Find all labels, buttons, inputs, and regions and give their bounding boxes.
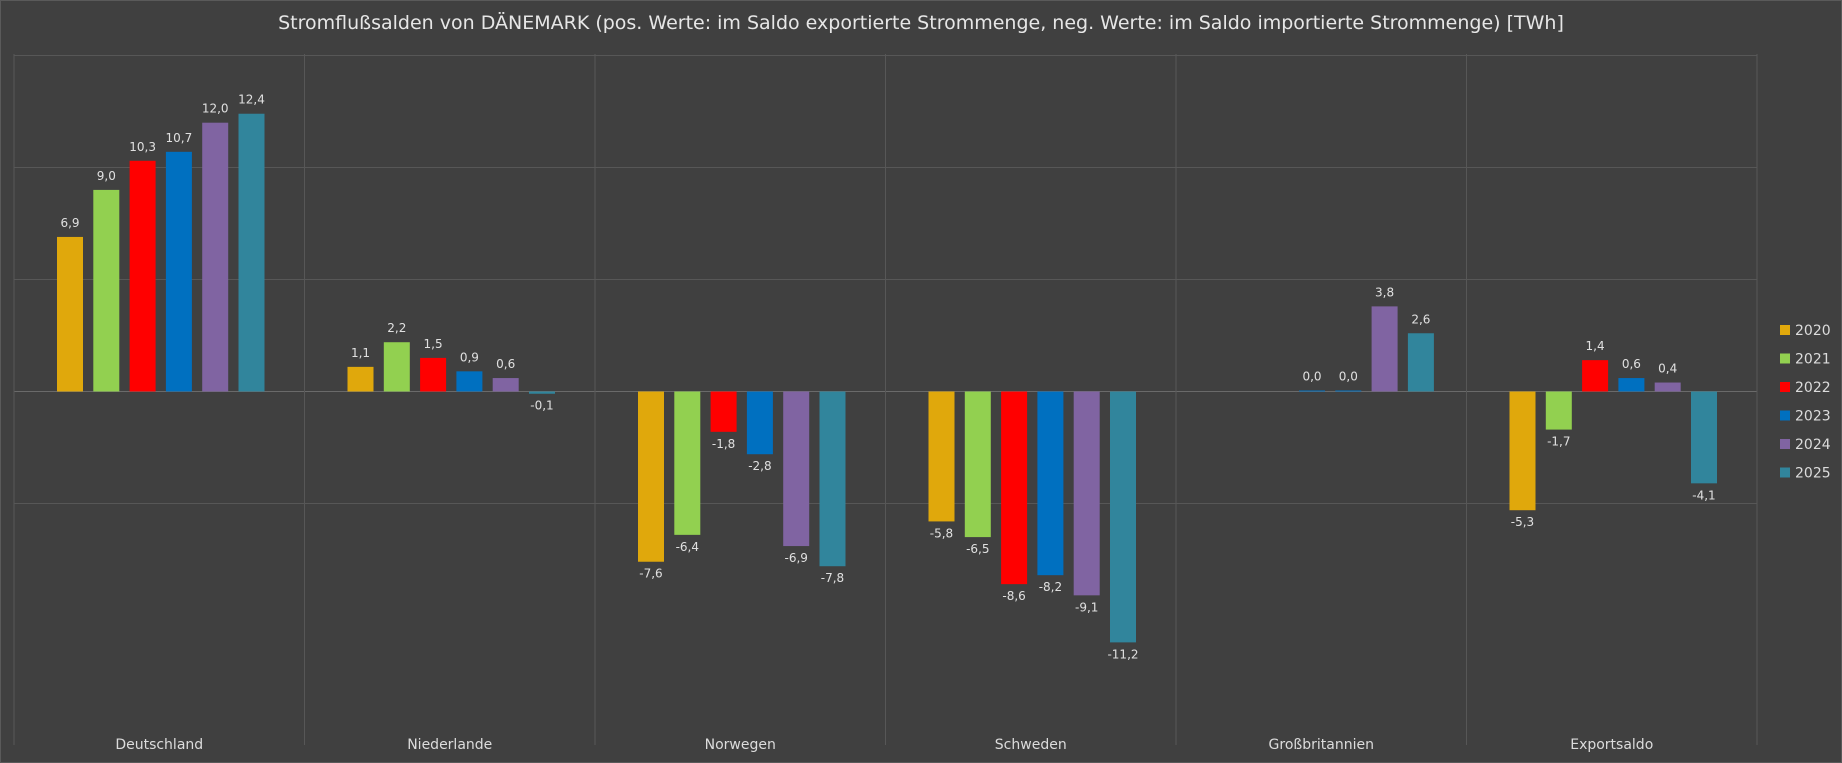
data-label: -6,9 bbox=[784, 551, 807, 565]
bar-2-2020 bbox=[638, 391, 664, 562]
bar-3-2024 bbox=[1073, 391, 1100, 596]
legend-label-2021: 2021 bbox=[1795, 352, 1831, 368]
data-label: -1,7 bbox=[1547, 435, 1570, 449]
bar-1-2020 bbox=[347, 366, 374, 392]
legend-swatch-2022 bbox=[1780, 382, 1790, 392]
bar-0-2025 bbox=[238, 113, 265, 392]
bar-2-2025 bbox=[819, 391, 846, 567]
bar-1-2024 bbox=[492, 378, 519, 392]
data-label: 2,6 bbox=[1411, 312, 1430, 326]
data-label: 1,4 bbox=[1586, 339, 1605, 353]
bar-3-2025 bbox=[1110, 391, 1136, 643]
bar-5-2022 bbox=[1582, 360, 1609, 392]
category-label: Deutschland bbox=[115, 737, 203, 753]
bar-5-2021 bbox=[1545, 391, 1572, 430]
bar-0-2021 bbox=[93, 189, 120, 392]
bar-großbritannien-0 bbox=[1299, 390, 1325, 392]
data-label: 2,2 bbox=[387, 321, 406, 335]
data-label: 1,5 bbox=[424, 337, 443, 351]
bar-2-2022 bbox=[710, 391, 737, 432]
bar-großbritannien-2 bbox=[1371, 306, 1398, 392]
bar-3-2020 bbox=[928, 391, 955, 522]
data-label: -7,8 bbox=[821, 571, 844, 585]
data-label: 0,6 bbox=[1622, 357, 1641, 371]
bar-1-2021 bbox=[383, 342, 410, 392]
bar-0-2024 bbox=[202, 122, 229, 392]
legend-label-2022: 2022 bbox=[1795, 380, 1831, 396]
bar-5-2020 bbox=[1509, 391, 1536, 511]
category-label: Exportsaldo bbox=[1570, 737, 1653, 753]
data-label: -5,3 bbox=[1511, 515, 1534, 529]
legend-label-2024: 2024 bbox=[1795, 437, 1831, 453]
legend-swatch-2020 bbox=[1780, 325, 1790, 335]
bar-3-2022 bbox=[1001, 391, 1028, 585]
data-label: -0,1 bbox=[530, 399, 553, 413]
bar-1-2022 bbox=[420, 357, 447, 392]
data-label: 12,0 bbox=[202, 102, 229, 116]
data-label: 0,0 bbox=[1302, 370, 1321, 384]
legend-swatch-2021 bbox=[1780, 353, 1790, 364]
bar-3-2023 bbox=[1037, 391, 1064, 576]
bar-1-2023 bbox=[456, 371, 483, 392]
bar-0-2023 bbox=[165, 151, 192, 392]
data-label: -5,8 bbox=[930, 526, 953, 540]
chart-title: Stromflußsalden von DÄNEMARK (pos. Werte… bbox=[278, 12, 1564, 34]
data-label: 3,8 bbox=[1375, 285, 1394, 299]
data-label: 0,9 bbox=[460, 350, 479, 364]
bar-großbritannien-1 bbox=[1335, 390, 1362, 392]
data-label: -4,1 bbox=[1692, 488, 1715, 502]
data-label: 0,6 bbox=[496, 357, 515, 371]
category-label: Schweden bbox=[995, 737, 1067, 753]
data-label: -9,1 bbox=[1075, 600, 1098, 614]
legend-swatch-2023 bbox=[1780, 410, 1790, 421]
data-label: -2,8 bbox=[748, 459, 771, 473]
legend-label-2025: 2025 bbox=[1795, 466, 1831, 482]
bar-2-2023 bbox=[746, 391, 773, 455]
bar-0-2022 bbox=[129, 160, 156, 392]
data-label: -11,2 bbox=[1107, 647, 1138, 661]
data-label: 12,4 bbox=[238, 93, 265, 107]
bar-2-2021 bbox=[674, 391, 701, 535]
bar-0-2020 bbox=[57, 236, 83, 392]
category-label: Niederlande bbox=[407, 737, 492, 753]
legend-label-2020: 2020 bbox=[1795, 323, 1831, 339]
data-label: -8,2 bbox=[1039, 580, 1062, 594]
bar-1-2025 bbox=[529, 391, 555, 394]
category-label: Norwegen bbox=[705, 737, 776, 753]
data-label: 10,7 bbox=[166, 131, 193, 145]
data-label: 6,9 bbox=[60, 216, 79, 230]
data-label: 9,0 bbox=[97, 169, 116, 183]
legend-label-2023: 2023 bbox=[1795, 409, 1831, 425]
bar-3-2021 bbox=[964, 391, 991, 538]
bar-5-2025 bbox=[1691, 391, 1717, 484]
data-label: -6,4 bbox=[676, 540, 699, 554]
data-label: -7,6 bbox=[639, 567, 662, 581]
data-label: 0,4 bbox=[1658, 362, 1677, 376]
bar-2-2024 bbox=[783, 391, 810, 547]
legend-swatch-2025 bbox=[1780, 467, 1790, 478]
data-label: 1,1 bbox=[351, 346, 370, 360]
data-label: -8,6 bbox=[1002, 589, 1025, 603]
bar-großbritannien-3 bbox=[1407, 333, 1434, 392]
bar-5-2024 bbox=[1654, 382, 1681, 392]
legend-swatch-2024 bbox=[1780, 439, 1790, 449]
data-label: 0,0 bbox=[1339, 370, 1358, 384]
bar-5-2023 bbox=[1618, 378, 1645, 392]
category-label: Großbritannien bbox=[1269, 737, 1374, 753]
data-label: 10,3 bbox=[129, 140, 156, 154]
data-label: -1,8 bbox=[712, 437, 735, 451]
data-label: -6,5 bbox=[966, 542, 989, 556]
